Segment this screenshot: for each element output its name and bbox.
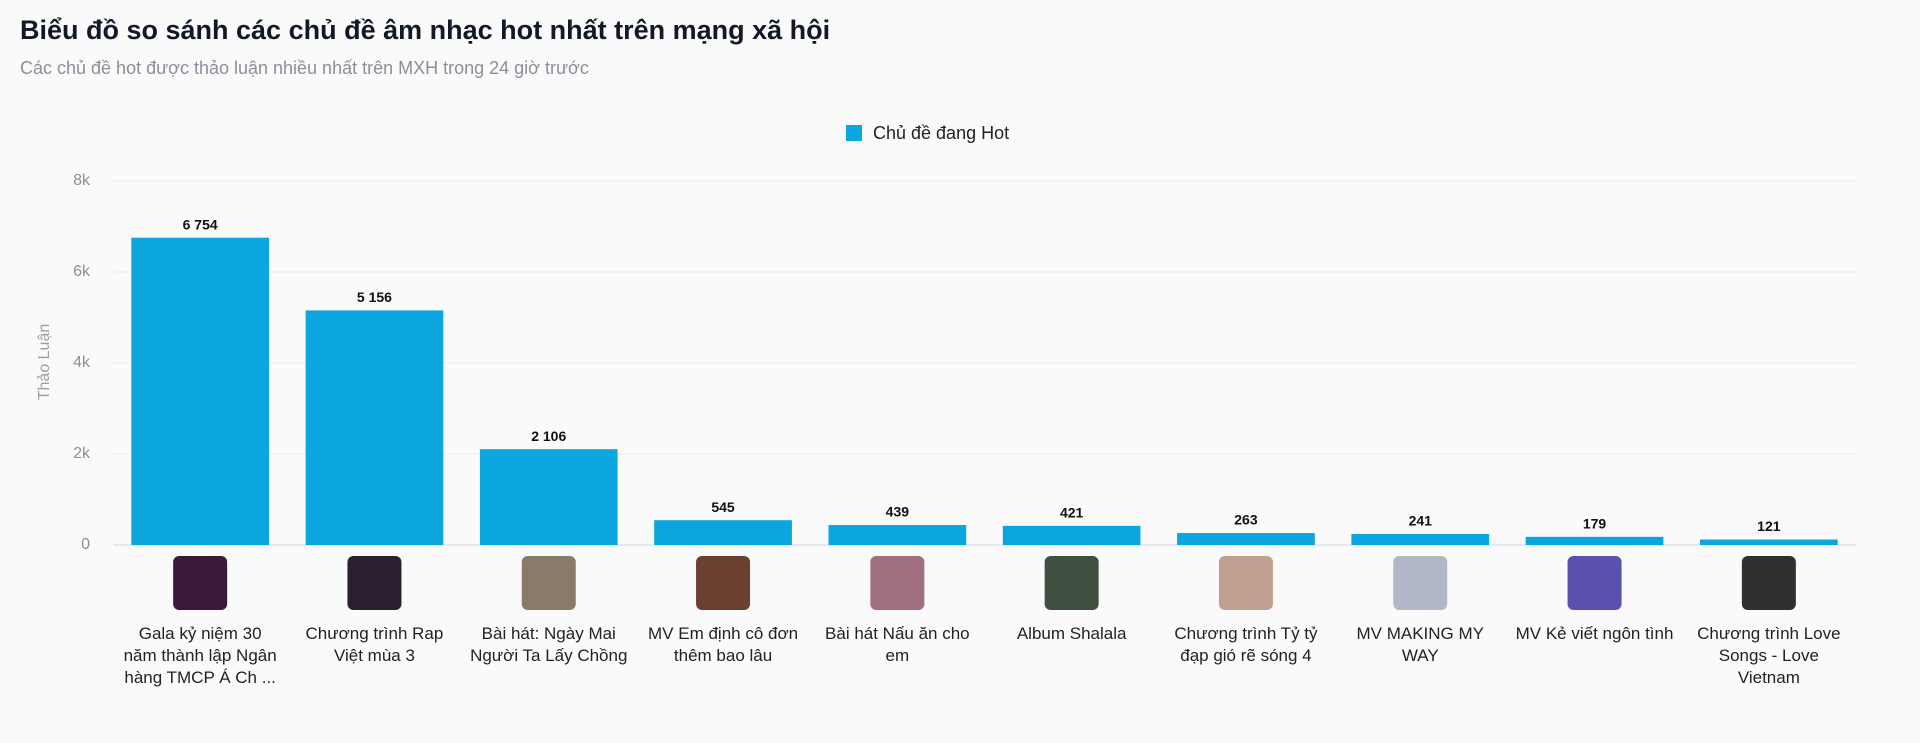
thumbnail <box>1393 556 1448 610</box>
thumbnail <box>521 556 576 610</box>
x-tick-label: Bài hát Nấu ăn cho em <box>825 624 970 665</box>
thumbnail <box>1218 556 1273 610</box>
bar <box>131 237 269 545</box>
y-tick-label: 8k <box>73 172 91 189</box>
chart-title: Biểu đồ so sánh các chủ đề âm nhạc hot n… <box>20 15 830 45</box>
bar <box>654 520 792 545</box>
bar <box>1700 539 1838 545</box>
value-label: 439 <box>886 504 910 520</box>
value-label: 179 <box>1583 516 1607 532</box>
value-label: 6 754 <box>183 216 218 232</box>
y-tick-label: 2k <box>73 445 91 462</box>
thumbnail <box>173 556 228 610</box>
bar <box>1002 525 1141 545</box>
bar <box>828 525 967 545</box>
thumbnail <box>347 556 402 610</box>
bar <box>1525 536 1664 545</box>
bar <box>1351 534 1490 545</box>
x-tick-label: MV MAKING MY WAY <box>1356 624 1484 665</box>
bar <box>305 310 444 545</box>
x-tick-label: Chương trình Love Songs - Love Vietnam <box>1697 624 1841 687</box>
x-tick-label: Album Shalala <box>1016 624 1127 643</box>
x-tick-label: MV Kẻ viết ngôn tình <box>1515 624 1674 643</box>
x-tick-label: MV Em định cô đơn thêm bao lâu <box>648 624 799 665</box>
x-tick-label: Bài hát: Ngày Mai Người Ta Lấy Chồng <box>470 624 628 665</box>
x-tick-label: Chương trình Tỷ tỷ đạp gió rẽ sóng 4 <box>1174 624 1318 665</box>
value-label: 5 156 <box>357 289 392 305</box>
thumbnail <box>870 556 925 610</box>
legend-label: Chủ đề đang Hot <box>873 123 1009 143</box>
thumbnail <box>1741 556 1796 610</box>
value-label: 241 <box>1409 513 1433 529</box>
chart-subtitle: Các chủ đề hot được thảo luận nhiều nhất… <box>20 58 589 78</box>
y-tick-label: 0 <box>81 536 90 553</box>
value-label: 263 <box>1234 512 1258 528</box>
thumbnail <box>696 556 751 610</box>
value-label: 121 <box>1757 518 1781 534</box>
value-label: 545 <box>711 499 735 515</box>
y-tick-label: 6k <box>73 263 91 280</box>
value-label: 2 106 <box>531 428 566 444</box>
thumbnail <box>1567 556 1622 610</box>
y-tick-label: 4k <box>73 354 91 371</box>
x-tick-label: Chương trình Rap Việt mùa 3 <box>305 624 444 665</box>
bar <box>1177 533 1315 545</box>
y-axis-label: Thảo Luận <box>36 324 53 401</box>
thumbnail <box>1044 556 1099 610</box>
x-tick-label: Gala kỷ niệm 30 năm thành lập Ngân hàng … <box>123 624 277 687</box>
value-label: 421 <box>1060 505 1084 521</box>
legend-swatch <box>846 125 862 141</box>
bar <box>479 449 618 545</box>
